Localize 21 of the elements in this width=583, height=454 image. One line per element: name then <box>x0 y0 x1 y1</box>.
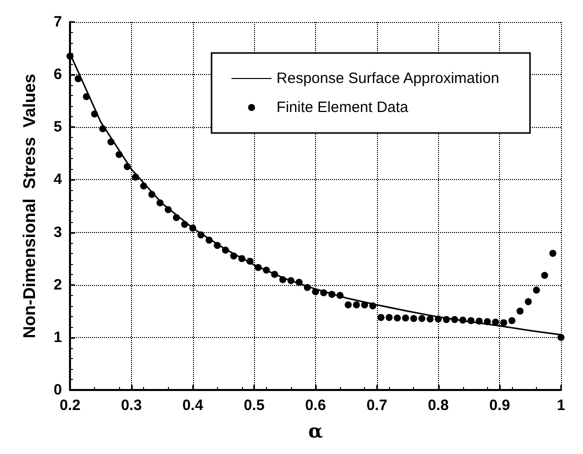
y-tick-label: 2 <box>54 276 62 294</box>
legend-label: Finite Element Data <box>276 99 409 116</box>
x-tick-label: 0.2 <box>60 397 80 414</box>
x-tick-label: 0.7 <box>366 397 388 414</box>
x-tick-label: 0.9 <box>489 397 510 414</box>
y-tick-label: 0 <box>54 382 62 398</box>
x-tick-label: 0.3 <box>120 397 142 414</box>
y-tick-label: 1 <box>54 328 62 346</box>
x-axis-title: α <box>308 420 324 442</box>
y-tick-label: 4 <box>54 171 63 188</box>
x-tick-label: 0.6 <box>305 397 326 414</box>
y-tick-label: 7 <box>54 14 62 30</box>
x-tick-label: 0.4 <box>182 397 204 414</box>
y-tick-label: 3 <box>54 224 62 241</box>
x-tick-label: 0.8 <box>428 397 449 414</box>
legend-label: Response Surface Approximation <box>276 70 500 87</box>
y-tick-label: 5 <box>54 118 62 136</box>
x-tick-label: 1 <box>556 397 566 414</box>
x-tick-label: 0.5 <box>244 397 265 414</box>
y-tick-label: 6 <box>54 66 62 84</box>
y-axis-title: Non-Dimensional Stress Values <box>20 74 39 338</box>
